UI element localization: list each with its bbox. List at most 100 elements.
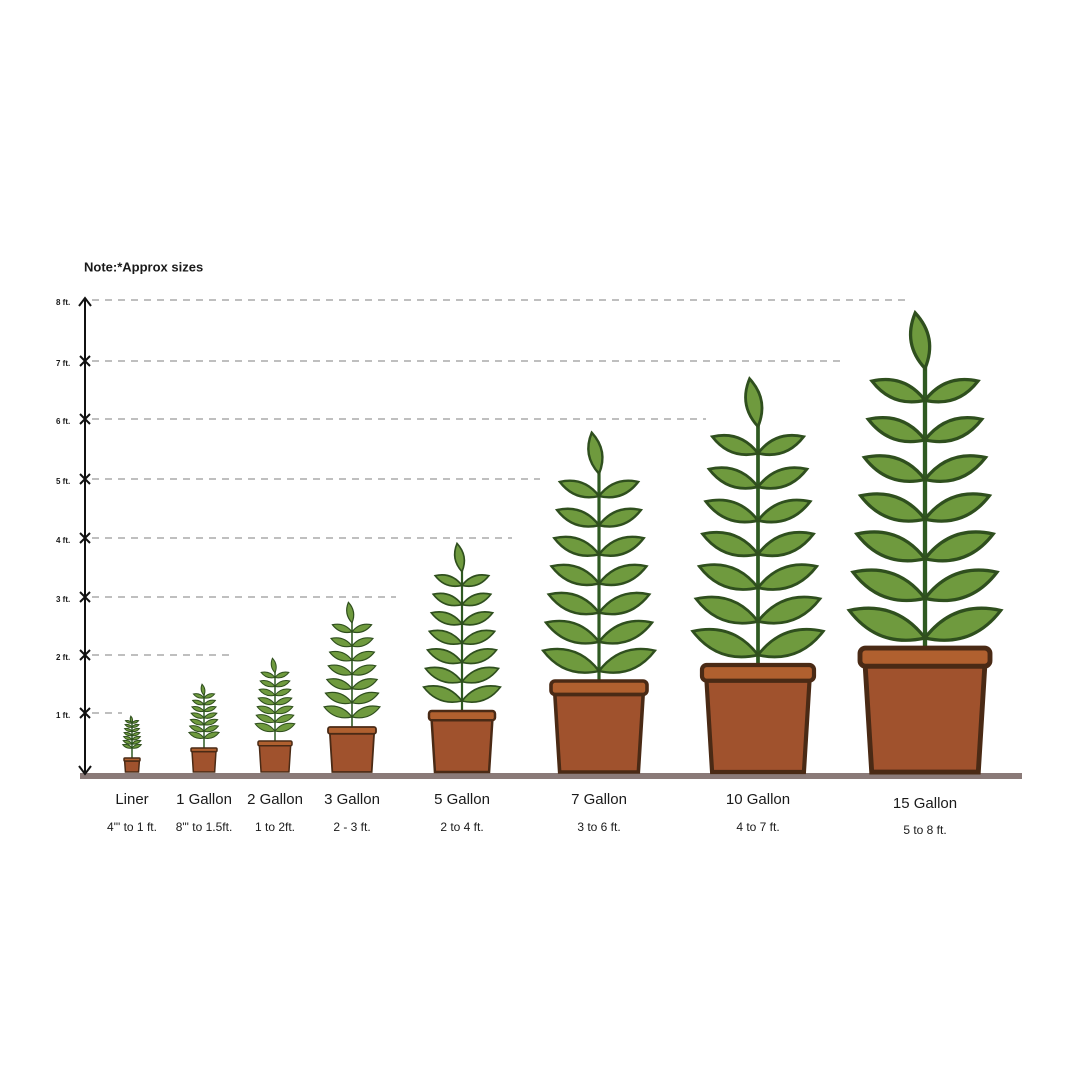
axis-arrows <box>78 296 92 776</box>
leaf <box>123 731 133 737</box>
axis-tick <box>79 413 91 425</box>
pot-range: 5 to 8 ft. <box>903 823 946 837</box>
leaf <box>274 688 292 697</box>
pot-body <box>704 678 812 775</box>
axis-tick <box>79 707 91 719</box>
pot-range: 4"' to 1 ft. <box>107 820 157 834</box>
leaf <box>922 415 985 444</box>
pot-name: 15 Gallon <box>893 795 957 812</box>
leaf <box>596 479 641 499</box>
leaf <box>861 454 928 483</box>
leaf <box>121 743 133 749</box>
leaf <box>755 595 823 625</box>
leaf <box>460 629 497 646</box>
leaf <box>191 699 205 706</box>
leaf <box>690 627 761 659</box>
axis-tick <box>79 532 91 544</box>
potted-plant <box>322 601 382 773</box>
leaf <box>350 623 373 634</box>
pot-name: 5 Gallon <box>434 791 490 808</box>
leaf <box>131 743 143 749</box>
leaf <box>700 530 761 558</box>
potted-plant <box>690 376 826 775</box>
leaf <box>543 619 602 645</box>
note: Note:*Approx sizes <box>84 259 203 274</box>
pot-range: 2 - 3 ft. <box>333 820 370 834</box>
leaf <box>203 718 219 726</box>
leaf <box>203 725 220 733</box>
leaf <box>552 535 602 557</box>
leaf <box>596 507 644 528</box>
leaf <box>203 693 216 699</box>
leaf <box>274 680 291 688</box>
leaf <box>188 725 205 733</box>
leaf <box>129 715 134 724</box>
pot-name: 2 Gallon <box>247 791 303 808</box>
leaf <box>706 466 761 490</box>
potted-plant <box>121 715 143 773</box>
leaf <box>431 592 464 607</box>
axis-tick <box>79 591 91 603</box>
leaf <box>922 530 997 563</box>
leaf <box>324 691 354 705</box>
leaf <box>596 563 649 587</box>
leaf <box>350 664 377 676</box>
leaf <box>554 507 602 528</box>
leaf <box>131 739 142 745</box>
axis-label: 8 ft. <box>56 298 70 307</box>
leaf <box>755 530 816 558</box>
leaf <box>124 723 133 728</box>
leaf <box>755 466 810 490</box>
leaf <box>254 722 276 733</box>
potted-plant <box>846 309 1004 775</box>
pot-rim <box>190 747 218 753</box>
leaf <box>329 637 354 648</box>
leaf <box>327 664 354 676</box>
leaf <box>427 629 464 646</box>
leaf <box>190 712 205 719</box>
pot-rim <box>123 757 141 762</box>
leaf <box>322 705 354 719</box>
potted-plant <box>540 430 658 774</box>
pot-body <box>552 692 646 774</box>
leaf <box>274 714 295 724</box>
leaf <box>549 563 602 587</box>
leaf <box>460 685 502 703</box>
pot-name: 3 Gallon <box>324 791 380 808</box>
leaf <box>131 727 141 733</box>
leaf <box>587 430 604 476</box>
pot-name: 10 Gallon <box>726 791 790 808</box>
pot-body <box>258 745 292 773</box>
leaf <box>433 574 464 588</box>
leaf <box>755 563 820 591</box>
leaf <box>596 647 658 674</box>
leaf <box>424 666 464 684</box>
leaf <box>191 705 205 713</box>
leaf <box>865 415 928 444</box>
leaf <box>755 433 807 457</box>
pot-range: 4 to 7 ft. <box>736 820 779 834</box>
leaf <box>131 735 142 741</box>
pot-range: 8"' to 1.5ft. <box>176 820 233 834</box>
leaf <box>557 479 602 499</box>
leaf <box>460 648 499 665</box>
leaf <box>596 619 655 645</box>
pot-rim <box>257 740 293 747</box>
axis-tick <box>79 649 91 661</box>
pot-range: 1 to 2ft. <box>255 820 295 834</box>
leaf <box>422 685 464 703</box>
leaf <box>755 498 813 524</box>
leaf <box>453 541 466 574</box>
pot-name: Liner <box>115 791 148 808</box>
leaf <box>350 650 376 662</box>
leaf <box>850 568 928 603</box>
leaf <box>429 611 464 626</box>
potted-plant <box>187 683 221 773</box>
leaf <box>744 376 764 430</box>
leaf <box>325 678 354 690</box>
leaf <box>869 377 928 404</box>
leaf <box>255 714 276 724</box>
leaf <box>259 680 276 688</box>
axis-label: 2 ft. <box>56 653 70 662</box>
pot-rim <box>857 645 993 669</box>
